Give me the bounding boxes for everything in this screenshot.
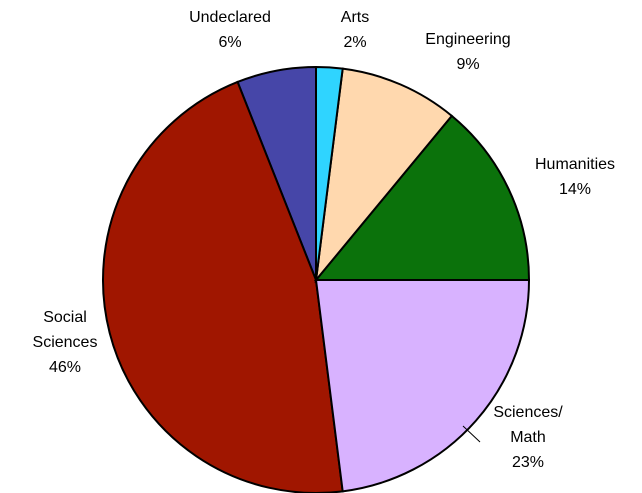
value-label: 9% <box>456 56 480 73</box>
category-name: Sciences/ Math <box>493 404 563 446</box>
value-label: 23% <box>511 454 545 471</box>
slice-label: Undeclared 6% <box>170 5 290 55</box>
value-label: 2% <box>343 34 367 51</box>
slice-label: Engineering 9% <box>408 27 528 77</box>
slice-label: Social Sciences 46% <box>25 305 105 380</box>
pie-slice <box>314 67 454 284</box>
category-name: Engineering <box>425 31 511 48</box>
category-name: Humanities <box>534 156 616 173</box>
slice-label: Humanities 14% <box>515 152 635 202</box>
leader-line <box>462 425 481 443</box>
pie-slice <box>315 65 344 281</box>
category-name: Social Sciences <box>32 309 98 351</box>
slice-label: Sciences/ Math 23% <box>488 400 568 475</box>
value-label: 14% <box>558 181 592 198</box>
pie-slice <box>102 80 344 493</box>
value-label: 46% <box>48 359 82 376</box>
value-label: 6% <box>218 34 242 51</box>
pie-slice <box>313 114 531 281</box>
category-name: Arts <box>340 9 370 26</box>
pie-slice <box>314 279 531 493</box>
slice-label: Arts 2% <box>325 5 385 55</box>
category-name: Undeclared <box>189 9 271 26</box>
